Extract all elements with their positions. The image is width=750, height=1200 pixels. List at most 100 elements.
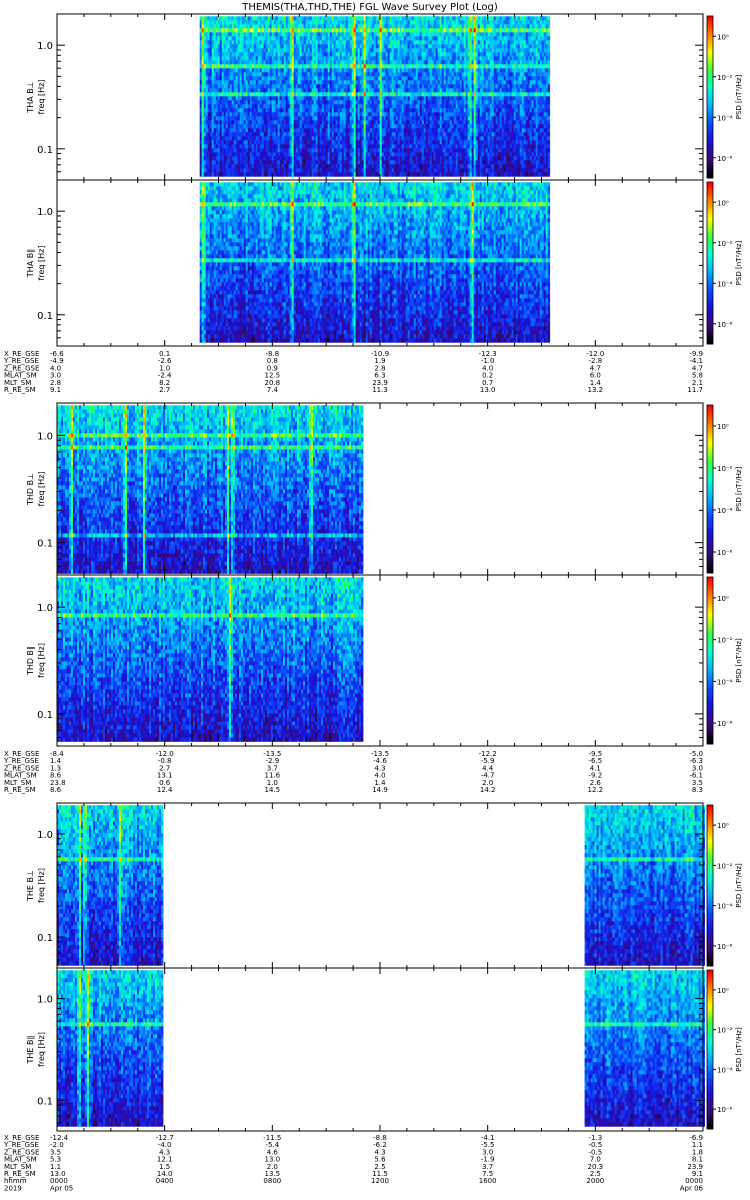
spectrogram-cell xyxy=(211,100,215,105)
spectrogram-cell xyxy=(251,112,255,117)
spectrogram-cell xyxy=(275,104,279,109)
spectrogram-cell xyxy=(257,108,261,113)
spectrogram-cell xyxy=(211,24,215,29)
spectrogram-cell xyxy=(253,128,257,133)
spectrogram-cell xyxy=(233,124,237,129)
spectrogram-cell xyxy=(251,172,255,177)
spectrogram-cell xyxy=(257,128,261,133)
spectrogram-cell xyxy=(235,152,239,157)
spectrogram-cell xyxy=(279,64,283,69)
spectrogram-cell xyxy=(279,60,283,65)
spectrogram-cell xyxy=(257,44,261,49)
spectrogram-cell xyxy=(231,132,235,137)
spectrogram-cell xyxy=(261,108,265,113)
spectrogram-cell xyxy=(215,60,219,65)
spectrogram-cell xyxy=(209,128,213,133)
spectrogram-cell xyxy=(263,152,267,157)
spectrogram-cell xyxy=(255,168,259,173)
spectrogram-cell xyxy=(289,152,293,157)
spectrogram-cell xyxy=(289,56,293,61)
spectrogram-cell xyxy=(281,100,285,105)
spectrogram-cell xyxy=(227,144,231,149)
spectrogram-cell xyxy=(213,124,217,129)
spectrogram-cell xyxy=(227,136,231,141)
spectrogram-cell xyxy=(243,128,247,133)
spectrogram-cell xyxy=(229,124,233,129)
spectrogram-cell xyxy=(207,32,211,37)
spectrogram-cell xyxy=(225,172,229,177)
spectrogram-cell xyxy=(205,128,209,133)
spectrogram-cell xyxy=(213,144,217,149)
spectrogram-cell xyxy=(285,144,289,149)
spectrogram-cell xyxy=(287,80,291,85)
spectrogram-cell xyxy=(209,148,213,153)
spectrogram-cell xyxy=(247,112,251,117)
spectrogram-cell xyxy=(251,116,255,121)
spectrogram-cell xyxy=(275,152,279,157)
spectrogram-cell xyxy=(243,24,247,29)
spectrogram-cell xyxy=(219,160,223,165)
spectrogram-cell xyxy=(243,124,247,129)
spectrogram-cell xyxy=(243,120,247,125)
spectrogram-cell xyxy=(225,84,229,89)
spectrogram-cell xyxy=(247,20,251,25)
spectrogram-cell xyxy=(207,72,211,77)
spectrogram-cell xyxy=(231,164,235,169)
spectrogram-cell xyxy=(273,76,277,81)
spectrogram-cell xyxy=(257,140,261,145)
spectrogram-cell xyxy=(273,112,277,117)
spectrogram-cell xyxy=(253,80,257,85)
spectrogram-cell xyxy=(267,56,271,61)
spectrogram-cell xyxy=(219,68,223,73)
spectrogram-cell xyxy=(231,16,235,21)
spectrogram-cell xyxy=(249,52,253,57)
spectrogram-cell xyxy=(199,136,203,141)
spectrogram-cell xyxy=(285,116,289,121)
spectrogram-cell xyxy=(209,120,213,125)
spectrogram-cell xyxy=(235,64,239,69)
spectrogram-cell xyxy=(283,40,287,45)
spectrogram-cell xyxy=(205,20,209,25)
spectrogram-cell xyxy=(235,140,239,145)
spectrogram-cell xyxy=(239,84,243,89)
spectrogram-cell xyxy=(295,48,299,53)
spectrogram-cell xyxy=(223,76,227,81)
spectrogram-cell xyxy=(271,48,275,53)
spectrogram-cell xyxy=(207,48,211,53)
spectrogram-cell xyxy=(229,172,233,177)
spectrogram-cell xyxy=(201,100,205,105)
spectrogram-cell xyxy=(255,128,259,133)
spectrogram-cell xyxy=(263,156,267,161)
spectrogram-cell xyxy=(225,124,229,129)
spectrogram-cell xyxy=(203,164,207,169)
spectrogram-cell xyxy=(287,148,291,153)
spectrogram-cell xyxy=(245,84,249,89)
spectrogram-cell xyxy=(287,84,291,89)
spectrogram-cell xyxy=(287,32,291,37)
spectrogram-cell xyxy=(251,136,255,141)
spectrogram-cell xyxy=(205,120,209,125)
spectrogram-cell xyxy=(269,108,273,113)
spectrogram-cell xyxy=(253,100,257,105)
spectrogram-cell xyxy=(273,144,277,149)
spectrogram-cell xyxy=(243,72,247,77)
spectrogram-cell xyxy=(257,164,261,169)
spectrogram-cell xyxy=(223,44,227,49)
spectrogram-cell xyxy=(285,160,289,165)
spectrogram-cell xyxy=(253,108,257,113)
spectrogram-cell xyxy=(257,120,261,125)
spectrogram-cell xyxy=(231,172,235,177)
spectrogram-cell xyxy=(269,168,273,173)
spectrogram-cell xyxy=(203,132,207,137)
spectrogram-cell xyxy=(203,64,207,69)
spectrogram-cell xyxy=(219,140,223,145)
spectrogram-cell xyxy=(201,148,205,153)
spectrogram-cell xyxy=(245,28,249,33)
spectrogram-cell xyxy=(221,80,225,85)
spectrogram-cell xyxy=(271,60,275,65)
spectrogram-cell xyxy=(265,100,269,105)
spectrogram-cell xyxy=(229,48,233,53)
spectrogram-cell xyxy=(207,76,211,81)
spectrogram-cell xyxy=(295,44,299,49)
spectrogram-cell xyxy=(221,24,225,29)
